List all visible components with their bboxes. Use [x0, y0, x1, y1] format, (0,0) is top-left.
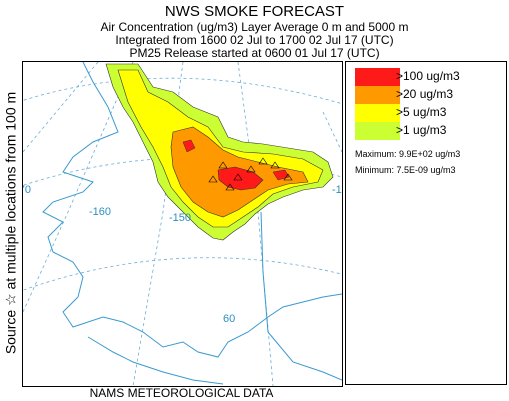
- legend-label: >1 ug/m3: [396, 123, 447, 137]
- grid-label-160: -160: [89, 206, 111, 218]
- coastlines: [42, 62, 342, 385]
- source-star-icon: [218, 161, 228, 169]
- meteorological-data-label: NAMS METEOROLOGICAL DATA: [89, 386, 274, 400]
- legend-label: >100 ug/m3: [396, 69, 460, 83]
- grid-label-150: -150: [169, 212, 191, 224]
- legend-label: >5 ug/m3: [396, 105, 447, 119]
- smoke-map: -170 -160 -150 -130 60: [22, 61, 343, 387]
- latitude-line: [23, 77, 342, 105]
- source-side-label: Source ☆ at multiple locations from 100 …: [0, 60, 22, 386]
- longitude-line: [23, 62, 99, 153]
- source-star-icon: [246, 165, 256, 173]
- source-markers: [208, 157, 293, 191]
- concentration-subtitle: Air Concentration (ug/m3) Layer Average …: [100, 20, 409, 34]
- source-star-icon: [208, 175, 218, 183]
- source-star-icon: [283, 173, 293, 181]
- concentration-legend: >100 ug/m3 >20 ug/m3 >5 ug/m3 >1 ug/m3 M…: [345, 61, 507, 385]
- plume-over-100: [217, 166, 264, 191]
- legend-minimum: Minimum: 7.5E-09 ug/m3: [355, 165, 456, 175]
- source-star-icon: [258, 157, 268, 165]
- map-canvas: -170 -160 -150 -130 60: [23, 62, 342, 386]
- legend-label: >20 ug/m3: [396, 87, 454, 101]
- grid-label-170: -170: [23, 184, 31, 196]
- source-label-text: Source ☆ at multiple locations from 100 …: [2, 91, 19, 355]
- plume-hotspot: [182, 139, 196, 153]
- latitude-line: [23, 257, 342, 291]
- legend-swatch-over-5: [355, 104, 400, 122]
- canada-border: [260, 211, 342, 381]
- legend-maximum: Maximum: 9.9E+02 ug/m3: [355, 149, 461, 159]
- release-start: PM25 Release started at 0600 01 Jul 17 (…: [129, 46, 380, 60]
- legend-swatch-over-100: [355, 68, 400, 86]
- plume-hotspot: [272, 169, 290, 181]
- source-star-icon: [225, 183, 235, 191]
- longitude-line: [322, 111, 342, 153]
- grid-label-60: 60: [223, 313, 235, 325]
- legend-swatch-over-1: [355, 122, 400, 140]
- forecast-title: NWS SMOKE FORECAST: [164, 3, 345, 20]
- grid-label-130: -130: [332, 184, 342, 196]
- source-star-icon: [270, 161, 280, 169]
- longitude-line: [23, 62, 134, 313]
- legend-swatch-over-20: [355, 86, 400, 104]
- alaska-coastline: [42, 62, 342, 358]
- integration-period: Integrated from 1600 02 Jul to 1700 02 J…: [115, 33, 394, 47]
- source-star-icon: [233, 173, 243, 181]
- aleutian-coast: [87, 336, 224, 385]
